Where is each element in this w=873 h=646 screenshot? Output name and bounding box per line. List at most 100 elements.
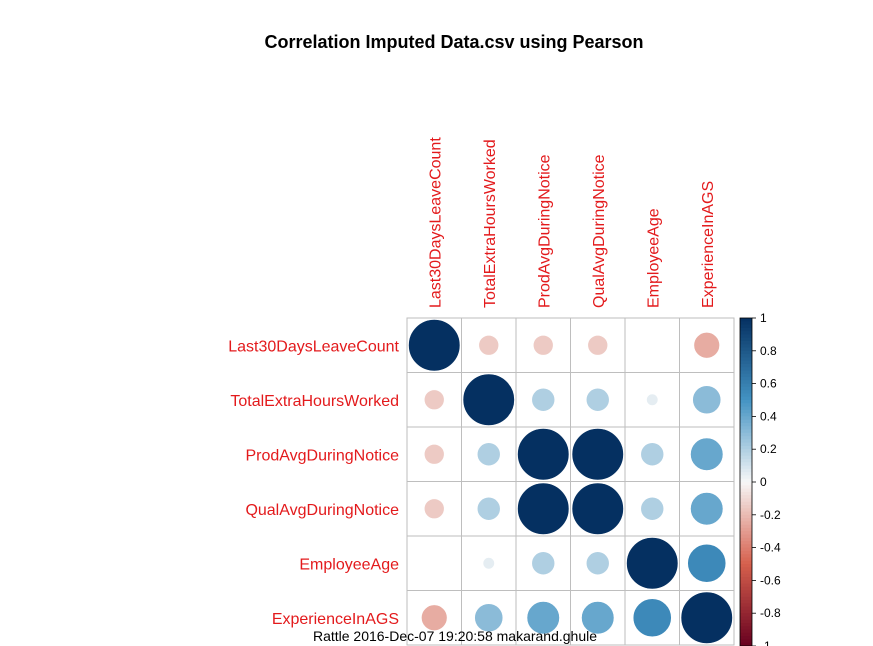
colorbar-segment	[740, 347, 752, 352]
correlation-circle-3-2	[517, 482, 570, 535]
correlation-circle-3-5	[690, 492, 724, 526]
correlation-circle-3-1	[476, 496, 501, 521]
colorbar-segment	[740, 472, 752, 477]
colorbar-segment	[740, 636, 752, 641]
correlation-circle-5-1	[474, 603, 504, 633]
colorbar-segment	[740, 518, 752, 522]
colorbar-segment	[740, 468, 752, 473]
colorbar-segment	[740, 613, 752, 618]
colorbar-segment	[740, 623, 752, 627]
correlation-circle-5-2	[526, 601, 560, 635]
cell-0-4	[624, 317, 680, 373]
colorbar-segment	[740, 616, 752, 621]
colorbar-segment	[740, 363, 752, 368]
colorbar-tick-label: -1	[760, 639, 771, 646]
correlation-circle-2-3	[571, 428, 624, 481]
column-label: ProdAvgDuringNotice	[536, 154, 553, 308]
colorbar-segment	[740, 544, 752, 549]
correlation-circle-1-2	[531, 387, 556, 412]
colorbar-segment	[740, 498, 752, 503]
colorbar-segment	[740, 324, 752, 329]
correlation-circle-4-5	[687, 543, 727, 583]
colorbar-tick-label: 0.2	[760, 442, 777, 456]
colorbar-segment	[740, 603, 752, 608]
colorbar-segment	[740, 583, 752, 588]
correlation-circle-2-5	[690, 437, 724, 471]
colorbar-segment	[740, 340, 752, 345]
correlation-circle-5-0	[421, 604, 448, 631]
row-label: QualAvgDuringNotice	[245, 502, 399, 519]
colorbar-segment	[740, 386, 752, 391]
cell-4-0	[406, 535, 462, 591]
colorbar-tick-label: 1	[760, 311, 767, 325]
colorbar-segment	[740, 600, 752, 604]
colorbar-segment	[740, 567, 752, 572]
correlation-circle-2-0	[423, 443, 445, 465]
colorbar-segment	[740, 521, 752, 526]
column-label: Last30DaysLeaveCount	[427, 137, 444, 308]
colorbar-segment	[740, 482, 752, 486]
colorbar-segment	[740, 436, 752, 440]
colorbar-segment	[740, 360, 752, 365]
colorbar-segment	[740, 632, 752, 637]
colorbar-segment	[740, 534, 752, 539]
correlation-circle-0-5	[693, 332, 720, 359]
colorbar-segment	[740, 373, 752, 378]
correlation-circle-5-3	[581, 601, 615, 635]
color-legend: 1 0.8 0.6 0.4 0.2 0 -0.2 -0.4 -0.6 -0.8 -1	[739, 311, 781, 646]
colorbar-tick-label: 0.8	[760, 344, 777, 358]
colorbar-segment	[740, 508, 752, 513]
colorbar-segment	[740, 367, 752, 372]
row-label: ExperienceInAGS	[272, 611, 399, 628]
colorbar-segment	[740, 495, 752, 499]
colorbar-segment	[740, 429, 752, 434]
colorbar-segment	[740, 619, 752, 624]
colorbar-segment	[740, 541, 752, 545]
correlation-circle-1-5	[692, 385, 722, 415]
correlation-circle-1-4	[646, 393, 659, 406]
colorbar-segment	[740, 550, 752, 555]
correlation-circle-2-4	[640, 442, 665, 467]
colorbar-segment	[740, 432, 752, 437]
colorbar-segment	[740, 531, 752, 536]
colorbar-segment	[740, 462, 752, 467]
colorbar-segment	[740, 560, 752, 565]
colorbar-segment	[740, 501, 752, 506]
correlation-circle-5-5	[680, 591, 733, 644]
colorbar-segment	[740, 554, 752, 559]
colorbar-segment	[740, 442, 752, 447]
correlation-circle-0-1	[478, 334, 500, 356]
colorbar-segment	[740, 390, 752, 395]
colorbar-segment	[740, 357, 752, 362]
colorbar-segment	[740, 478, 752, 483]
colorbar-segment	[740, 570, 752, 575]
colorbar-segment	[740, 504, 752, 509]
correlation-circle-3-4	[640, 496, 665, 521]
colorbar-segment	[740, 485, 752, 490]
correlation-circle-1-1	[462, 373, 515, 426]
row-label: Last30DaysLeaveCount	[228, 338, 399, 355]
colorbar-segment	[740, 419, 752, 424]
colorbar-segment	[740, 344, 752, 349]
colorbar-segment	[740, 488, 752, 493]
colorbar-segment	[740, 403, 752, 408]
colorbar-segment	[740, 337, 752, 342]
colorbar-segment	[740, 609, 752, 614]
colorbar-segment	[740, 547, 752, 552]
colorbar-segment	[740, 455, 752, 460]
colorbar-tick-label: -0.6	[760, 573, 781, 587]
colorbar-segment	[740, 593, 752, 598]
colorbar-segment	[740, 459, 752, 463]
colorbar-segment	[740, 380, 752, 385]
colorbar-segment	[740, 596, 752, 601]
colorbar-segment	[740, 416, 752, 421]
colorbar-segment	[740, 318, 752, 322]
colorbar-tick-label: 0	[760, 475, 767, 489]
row-labels: Last30DaysLeaveCount TotalExtraHoursWorke…	[228, 338, 399, 628]
colorbar-segment	[740, 642, 752, 646]
colorbar-segment	[740, 426, 752, 431]
colorbar-tick-label: 0.4	[760, 409, 777, 423]
correlation-circle-4-2	[531, 551, 556, 576]
colorbar-segment	[740, 383, 752, 388]
